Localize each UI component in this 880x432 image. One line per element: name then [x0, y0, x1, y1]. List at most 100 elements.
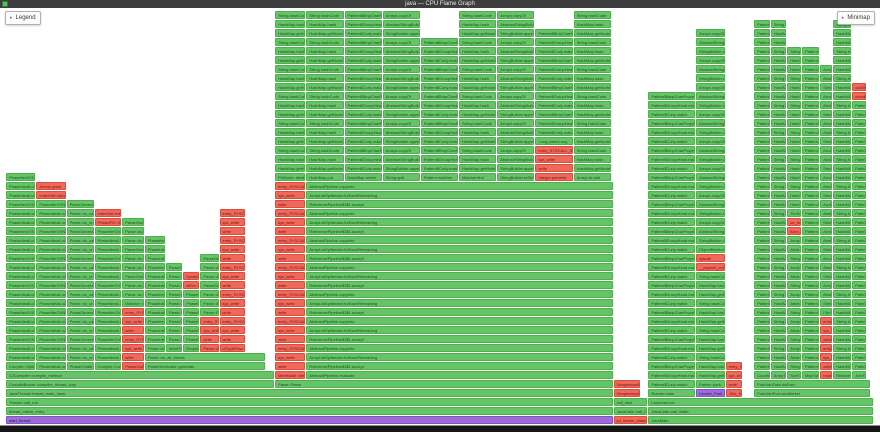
flame-cell[interactable]: Arrays.copyOf	[820, 146, 833, 154]
flame-cell[interactable]: HashMap.hash	[833, 299, 852, 307]
flame-cell[interactable]: Pattern$Curly.match	[420, 110, 459, 118]
flame-cell[interactable]: Pattern$Curly.match	[801, 362, 820, 370]
flame-cell[interactable]: Parse::do_one_bytecode	[200, 272, 219, 280]
flame-cell[interactable]: PhaseIdealLoop::split_if_with_blocks	[144, 326, 165, 334]
flame-cell[interactable]: Pattern$BmpCharProperty.match	[535, 56, 573, 64]
flame-cell[interactable]: HashMap.getNode	[306, 83, 344, 91]
flame-cell[interactable]: String.hashCode	[833, 317, 852, 325]
flame-cell[interactable]: PhaseIdealLoop::build_loop_late	[36, 326, 66, 334]
flame-cell[interactable]: PhaseIdealLoop::split_if_with_blocks	[36, 209, 66, 217]
flame-cell[interactable]: HashMap.getNode	[770, 92, 787, 100]
flame-cell[interactable]: entry_SYSCALL_64_after_hwframe	[219, 263, 245, 271]
flame-cell[interactable]: Pattern$Curly.match	[648, 380, 696, 388]
flame-cell[interactable]: AbstractPipeline.copyInto	[306, 290, 613, 298]
flame-cell[interactable]: StringBuilder.append	[382, 137, 420, 145]
flame-cell[interactable]: HashMap.hash	[275, 47, 306, 55]
flame-cell[interactable]: Pattern$Curly.match	[535, 47, 573, 55]
flame-cell[interactable]: AbstractPipeline.copyInto	[306, 317, 613, 325]
flame-cell[interactable]: Pattern$Curly.match	[852, 362, 867, 370]
flame-cell[interactable]: String.hashCode	[573, 11, 611, 19]
flame-cell[interactable]: PhaseIdealLoop::split_if_with_blocks	[6, 263, 36, 271]
flame-cell[interactable]: Parse::do_one_bytecode	[66, 353, 94, 361]
flame-cell[interactable]: HashMap.hash	[459, 20, 497, 28]
flame-cell[interactable]: entry_SYSCALL_64_after_hwframe	[122, 308, 144, 316]
flame-cell[interactable]: ParseGenerator::generate	[122, 245, 144, 253]
flame-cell[interactable]: Pattern$Curly.match	[754, 281, 770, 289]
flame-cell[interactable]: ArrayListSpliterator.forEachRemaining	[306, 326, 613, 334]
flame-cell[interactable]: Arrays.copyOf	[787, 317, 801, 325]
flame-cell[interactable]: sys_write	[200, 326, 219, 334]
flame-cell[interactable]: Arrays.copyOf	[820, 227, 833, 235]
flame-cell[interactable]: String.hashCode	[459, 11, 497, 19]
flame-cell[interactable]: CountedCompleter.compute	[754, 371, 770, 379]
flame-cell[interactable]: HashMap.getNode	[787, 92, 801, 100]
flame-cell[interactable]: Pattern$Curly.match	[344, 29, 382, 37]
flame-cell[interactable]: Pattern$BmpCharProperty.match	[648, 308, 696, 316]
flame-cell[interactable]: AbstractStringBuilder.append	[787, 353, 801, 361]
flame-cell[interactable]: HashMap.getNode	[573, 56, 611, 64]
flame-cell[interactable]: PhaseIdealLoop::split_if_with_blocks	[36, 290, 66, 298]
flame-cell[interactable]: write	[219, 227, 245, 235]
flame-cell[interactable]: PhaseIterGVN::optimize	[6, 173, 36, 181]
flame-cell[interactable]: HashMap.hash	[770, 29, 787, 37]
flame-cell[interactable]: Pattern$GroupHead.match	[801, 191, 820, 199]
flame-cell[interactable]: PhaseIterGVN::optimize	[36, 254, 66, 262]
flame-cell[interactable]: AbstractStringBuilder.append	[820, 236, 833, 244]
flame-cell[interactable]: String.hashCode	[770, 236, 787, 244]
flame-cell[interactable]: HashMap.hash	[770, 299, 787, 307]
flame-cell[interactable]: Pattern$BmpCharProperty.match	[754, 155, 770, 163]
flame-cell[interactable]: Pattern$GroupHead.match	[420, 155, 459, 163]
flame-cell[interactable]: String.hashCode	[306, 119, 344, 127]
flame-cell[interactable]: StringBuilder.append	[820, 164, 833, 172]
flame-cell[interactable]: Parse::do_one_bytecode	[122, 263, 144, 271]
flame-cell[interactable]: Pattern$GroupHead.match	[754, 56, 770, 64]
flame-cell[interactable]: Parse::do_call	[122, 227, 144, 235]
flame-cell[interactable]: HashMap.hash	[833, 137, 852, 145]
flame-cell[interactable]: Pattern$GroupHead.match	[852, 299, 867, 307]
flame-cell[interactable]: ParseGenerator::generate	[200, 254, 219, 262]
flame-cell[interactable]: Pattern$GroupHead.match	[648, 182, 696, 190]
flame-cell[interactable]: Pattern$BmpCharProperty.match	[801, 344, 820, 352]
flame-cell[interactable]: HashMap.getNode	[770, 173, 787, 181]
flame-cell[interactable]: HashMap.hash	[770, 164, 787, 172]
flame-cell[interactable]: Pattern$BmpCharProperty.match	[852, 290, 867, 298]
flame-cell[interactable]: StringBuilder.append	[696, 47, 725, 55]
flame-cell[interactable]: write	[275, 281, 306, 289]
flame-cell[interactable]: Pattern$GroupHead.match	[801, 110, 820, 118]
flame-cell[interactable]: HashMap.hash	[770, 56, 787, 64]
flame-cell[interactable]: Arrays.copyOf	[820, 254, 833, 262]
flame-cell[interactable]: StringBuilder.append	[497, 83, 535, 91]
flame-cell[interactable]: Pattern$Curly.match	[344, 137, 382, 145]
flame-cell[interactable]: Pattern$Curly.match	[535, 101, 573, 109]
flame-cell[interactable]: Pattern$GroupHead.match	[801, 245, 820, 253]
flame-cell[interactable]: MemNode::Ideal	[275, 371, 306, 379]
flame-cell[interactable]: Pattern$Curly.match	[535, 74, 573, 82]
flame-cell[interactable]: Pattern$GroupHead.match	[344, 47, 382, 55]
flame-cell[interactable]: PhaseIterGVN::optimize	[6, 254, 36, 262]
flame-cell[interactable]: Pattern$BmpCharProperty.match	[754, 20, 770, 28]
flame-cell[interactable]: Pattern$Curly.match	[852, 200, 867, 208]
flame-cell[interactable]: Thread::call_run	[6, 398, 613, 406]
flame-cell[interactable]: Parse::do_call	[66, 344, 94, 352]
flame-cell[interactable]: Pattern$Curly.match	[648, 299, 696, 307]
flame-cell[interactable]: ArrayTask.invoke	[770, 371, 787, 379]
flame-cell[interactable]: Pattern$GroupHead.match	[535, 65, 573, 73]
flame-cell[interactable]: String.hashCode	[459, 65, 497, 73]
flame-cell[interactable]: Pattern$Curly.match	[420, 137, 459, 145]
flame-cell[interactable]: HashMap.getNode	[696, 317, 725, 325]
flame-cell[interactable]: Pattern$Curly.match	[754, 146, 770, 154]
flame-cell[interactable]: HashMap.getNode	[306, 164, 344, 172]
flame-cell[interactable]: Pattern$Curly.match	[535, 128, 573, 136]
flame-cell[interactable]: Pattern$GroupHead.match	[648, 128, 696, 136]
flame-cell[interactable]: Arrays.copyOf	[787, 344, 801, 352]
flame-cell[interactable]: HashMap.getNode	[787, 173, 801, 181]
flame-cell[interactable]: AbstractStringBuilder.append	[696, 173, 725, 181]
flame-cell[interactable]: HashMap.hash	[770, 83, 787, 91]
flame-cell[interactable]: String.hashCode	[787, 182, 801, 190]
flame-cell[interactable]: Pattern$Curly.match	[648, 218, 696, 226]
flame-cell[interactable]: Pattern$Curly.match	[801, 92, 820, 100]
flame-cell[interactable]: Pattern$GroupHead.match	[754, 245, 770, 253]
flame-cell[interactable]: ParseGenerator::generate	[122, 272, 144, 280]
flame-cell[interactable]: Parse::do_call	[200, 263, 219, 271]
flame-cell[interactable]: String.hashCode	[459, 38, 497, 46]
